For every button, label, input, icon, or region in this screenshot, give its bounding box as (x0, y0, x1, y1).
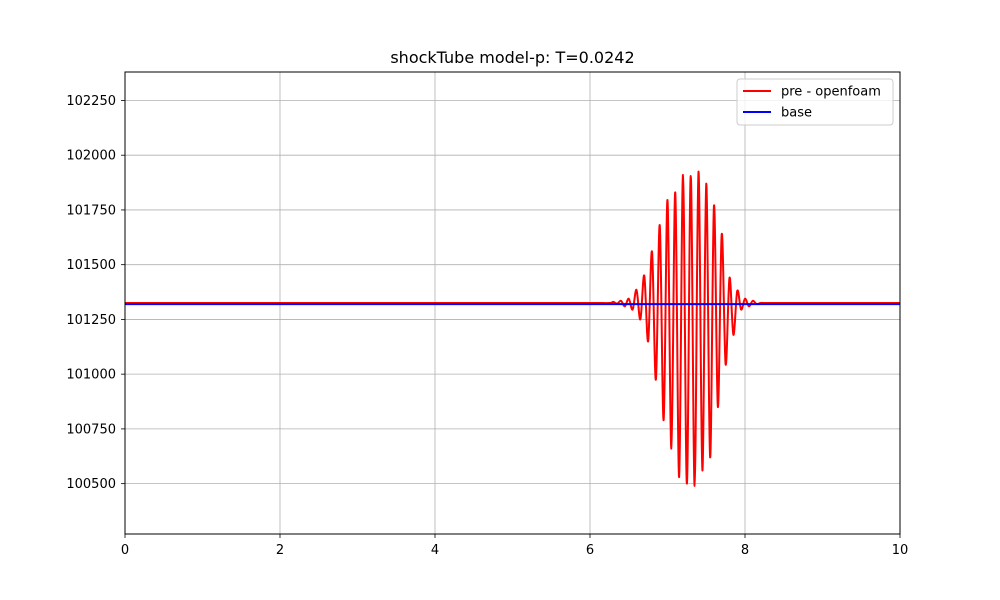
y-axis: 100500 100750 101000 101250 101500 101750 1020… (66, 94, 125, 492)
y-tick-label: 101000 (66, 368, 116, 383)
legend-label: base (781, 106, 812, 121)
y-tick-label: 102250 (66, 94, 116, 109)
x-tick-label: 10 (892, 543, 909, 558)
x-tick-label: 0 (121, 543, 129, 558)
x-axis: 0 2 4 6 8 10 (121, 534, 908, 558)
legend: pre - openfoam base (736, 78, 894, 126)
y-tick-label: 102000 (66, 149, 116, 164)
series-lines (125, 170, 900, 487)
x-tick-label: 2 (276, 543, 284, 558)
y-tick-label: 101750 (66, 203, 116, 218)
y-tick-label: 101500 (66, 258, 116, 273)
plot-frame (124, 71, 901, 535)
legend-box (736, 78, 894, 126)
x-tick-label: 4 (431, 543, 439, 558)
chart-title: shockTube model-p: T=0.0242 (390, 48, 634, 67)
y-tick-label: 101250 (66, 313, 116, 328)
y-tick-label: 100500 (66, 477, 116, 492)
series-line-0 (125, 170, 900, 487)
legend-label: pre - openfoam (781, 85, 881, 100)
y-tick-label: 100750 (66, 422, 116, 437)
x-tick-label: 8 (741, 543, 749, 558)
x-tick-label: 6 (586, 543, 594, 558)
